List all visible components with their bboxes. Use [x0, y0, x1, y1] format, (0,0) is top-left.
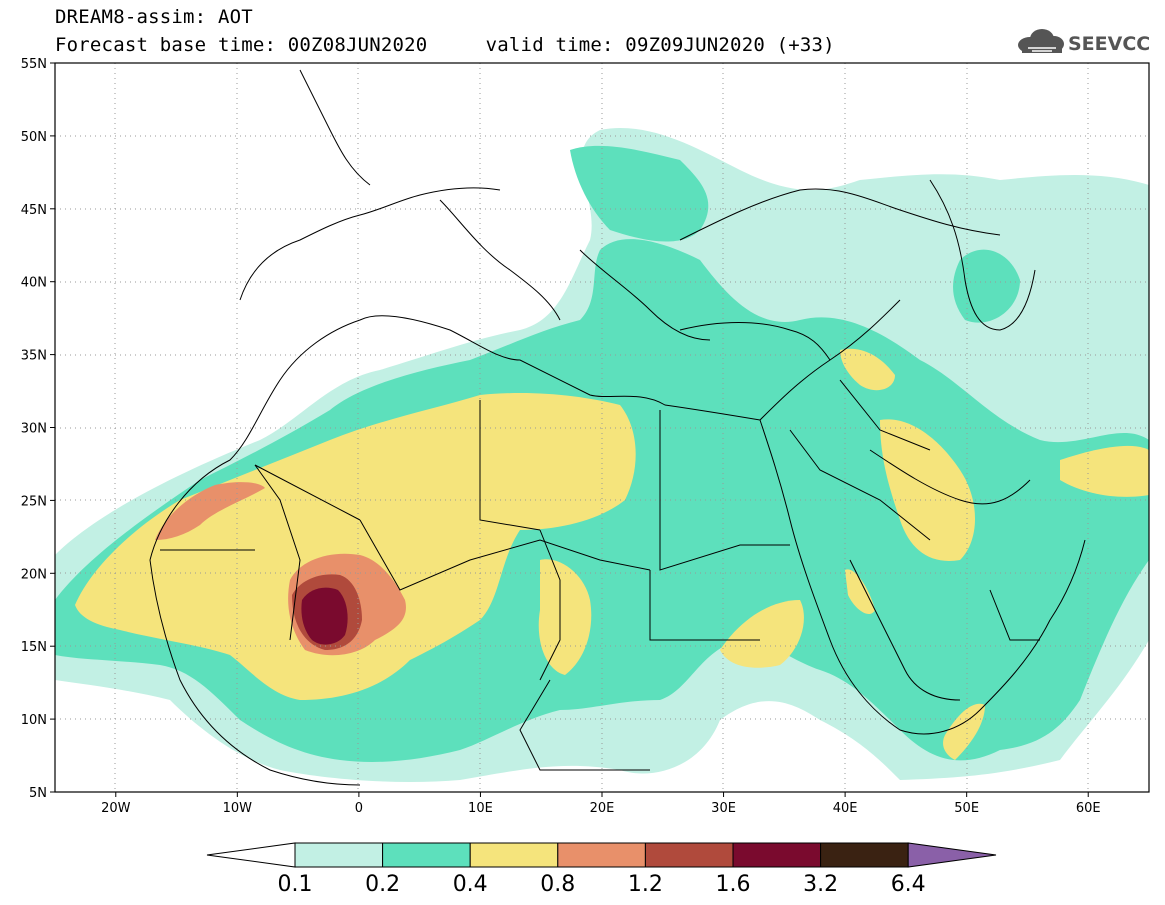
colorbar-box: [732, 842, 822, 868]
aot-level-0.4: [75, 393, 636, 700]
aot-level-0.4-iran: [1060, 445, 1149, 497]
colorbar-over-arrow: [907, 842, 997, 868]
aot-level-0.4-arabia: [880, 419, 975, 561]
lon-tick-label: 30E: [711, 801, 736, 816]
colorbar-box: [820, 842, 909, 868]
colorbar-label: 0.4: [453, 872, 488, 897]
aot-level-0.4-sudan: [538, 559, 592, 675]
colorbar-under-arrow: [206, 842, 296, 868]
lat-tick-label: 30N: [21, 422, 47, 437]
map-title: DREAM8-assim: AOT: [55, 6, 253, 28]
lon-tick-label: 40E: [833, 801, 858, 816]
lat-tick-label: 50N: [21, 130, 47, 145]
logo-text: SEEVCCC: [1068, 33, 1151, 55]
colorbar-label: 6.4: [891, 872, 926, 897]
lat-tick-label: 40N: [21, 276, 47, 291]
aot-level-0.8-west: [155, 482, 265, 540]
colorbar-box: [557, 842, 646, 868]
colorbar-labels: 0.1 0.2 0.4 0.8 1.2 1.6 3.2 6.4: [278, 872, 926, 897]
lat-tick-label: 35N: [21, 349, 47, 364]
latitude-labels: 55N 50N 45N 40N 35N 30N 25N 20N 15N 10N 5N: [21, 57, 55, 801]
lon-tick-label: 0: [355, 801, 363, 816]
forecast-times: Forecast base time: 00Z08JUN2020 valid t…: [55, 34, 835, 56]
lon-tick-label: 10E: [468, 801, 493, 816]
aot-level-1.6: [301, 587, 348, 645]
colorbar-label: 1.6: [716, 872, 751, 897]
aot-level-0.4-somalia: [943, 703, 985, 760]
colorbar-box: [294, 842, 384, 868]
aot-level-0.2-caspian: [953, 249, 1020, 323]
lon-tick-label: 20E: [590, 801, 615, 816]
colorbar-label: 1.2: [628, 872, 663, 897]
seevccc-logo: SEEVCCC: [1018, 29, 1151, 55]
lat-tick-label: 10N: [21, 713, 47, 728]
aot-level-0.4-iraq: [840, 348, 895, 391]
lon-tick-label: 50E: [954, 801, 979, 816]
aot-shading: [55, 128, 1149, 782]
longitude-labels: 20W 10W 0 10E 20E 30E 40E 50E 60E: [101, 792, 1101, 816]
lat-tick-label: 15N: [21, 640, 47, 655]
lon-tick-label: 10W: [223, 801, 253, 816]
colorbar-label: 0.1: [278, 872, 313, 897]
aot-level-0.4-ethiopia: [720, 600, 804, 668]
aot-level-0.2-europe: [570, 145, 709, 242]
colorbar-boxes: [206, 842, 997, 868]
colorbar-label: 3.2: [803, 872, 838, 897]
lat-tick-label: 5N: [29, 786, 47, 801]
colorbar-box: [382, 842, 471, 868]
lon-tick-label: 20W: [101, 801, 131, 816]
colorbar-box: [469, 842, 559, 868]
colorbar-label: 0.2: [365, 872, 400, 897]
aot-level-0.4-eritrea: [845, 569, 875, 615]
lat-tick-label: 45N: [21, 203, 47, 218]
colorbar-box: [644, 842, 734, 868]
lat-tick-label: 20N: [21, 567, 47, 582]
lon-tick-label: 60E: [1076, 801, 1101, 816]
lat-tick-label: 55N: [21, 57, 47, 72]
colorbar-label: 0.8: [540, 872, 575, 897]
lat-tick-label: 25N: [21, 494, 47, 509]
coastlines: [149, 69, 1086, 786]
